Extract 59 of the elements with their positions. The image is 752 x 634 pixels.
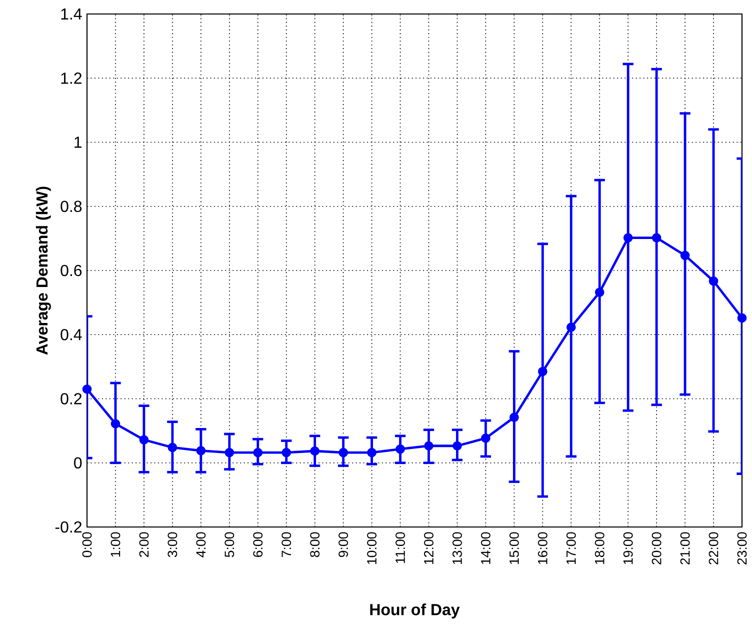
point	[708, 276, 718, 286]
point	[338, 448, 348, 458]
y-tick-label: 0	[74, 457, 82, 469]
point	[310, 446, 320, 456]
y-tick-label: 0.4	[60, 328, 82, 340]
y-tick-label: 1	[74, 136, 82, 148]
x-tick-label: 17:00	[566, 532, 576, 564]
x-tick-label: 4:00	[196, 532, 206, 558]
point	[367, 448, 376, 458]
x-tick-label: 23:00	[737, 532, 747, 564]
x-tick-label: 7:00	[282, 532, 292, 557]
y-tick-label: 0.8	[60, 200, 82, 212]
x-tick-label: 15:00	[509, 532, 519, 564]
point	[510, 412, 519, 422]
point	[680, 250, 690, 260]
x-tick-label: 14:00	[480, 532, 490, 564]
point	[623, 233, 633, 242]
y-tick-label: 1.4	[61, 8, 82, 20]
point	[452, 441, 462, 451]
y-tick-label: 0.2	[60, 393, 82, 404]
y-tick-label: 0.6	[60, 264, 82, 276]
point	[196, 446, 206, 456]
point	[424, 441, 434, 451]
x-tick-label: 22:00	[708, 532, 718, 564]
x-tick-label: 11:00	[396, 532, 405, 564]
point	[594, 288, 604, 297]
x-tick-label: 13:00	[452, 532, 462, 564]
x-tick-label: 19:00	[623, 532, 633, 564]
point	[253, 448, 263, 458]
x-tick-label: 10:00	[367, 532, 377, 564]
point	[110, 419, 120, 428]
x-tick-label: 20:00	[652, 532, 662, 564]
point	[282, 448, 292, 458]
y-tick-label: -0.2	[55, 521, 82, 533]
point	[652, 233, 662, 242]
x-tick-label: 5:00	[224, 532, 234, 558]
point	[168, 442, 178, 452]
point	[538, 366, 548, 376]
point	[82, 384, 92, 394]
x-tick-label: 6:00	[253, 532, 263, 557]
x-tick-label: 18:00	[594, 532, 604, 564]
point	[224, 448, 234, 458]
x-tick-label: 8:00	[310, 532, 320, 558]
y-axis-title: Average Demand (kW)	[36, 186, 51, 355]
x-tick-label: 0:00	[82, 532, 92, 558]
x-tick-label: 2:00	[139, 532, 149, 557]
x-axis-title: Hour of Day	[370, 604, 460, 618]
point	[481, 434, 490, 443]
x-tick-label: 9:00	[338, 532, 348, 558]
y-tick-label: 1.2	[61, 72, 82, 84]
x-tick-label: 1:00	[110, 532, 120, 557]
x-tick-label: 12:00	[424, 532, 434, 564]
point	[737, 313, 747, 323]
x-tick-label: 21:00	[680, 532, 690, 564]
point	[396, 444, 405, 454]
x-tick-label: 16:00	[538, 532, 548, 564]
x-tick-label: 3:00	[168, 532, 178, 558]
point	[566, 322, 576, 332]
point	[139, 435, 149, 444]
